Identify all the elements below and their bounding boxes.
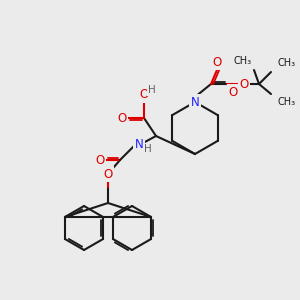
Text: O: O (103, 167, 112, 181)
Text: N: N (190, 95, 200, 109)
Text: O: O (95, 154, 105, 166)
Text: O: O (212, 56, 222, 68)
Text: O: O (140, 88, 148, 101)
Text: CH₃: CH₃ (277, 58, 295, 68)
Text: H: H (148, 85, 156, 95)
Text: H: H (144, 144, 152, 154)
Text: N: N (135, 137, 143, 151)
Text: CH₃: CH₃ (234, 56, 252, 66)
Text: O: O (117, 112, 127, 124)
Text: O: O (228, 85, 238, 98)
Text: O: O (239, 77, 249, 91)
Text: CH₃: CH₃ (277, 97, 295, 107)
